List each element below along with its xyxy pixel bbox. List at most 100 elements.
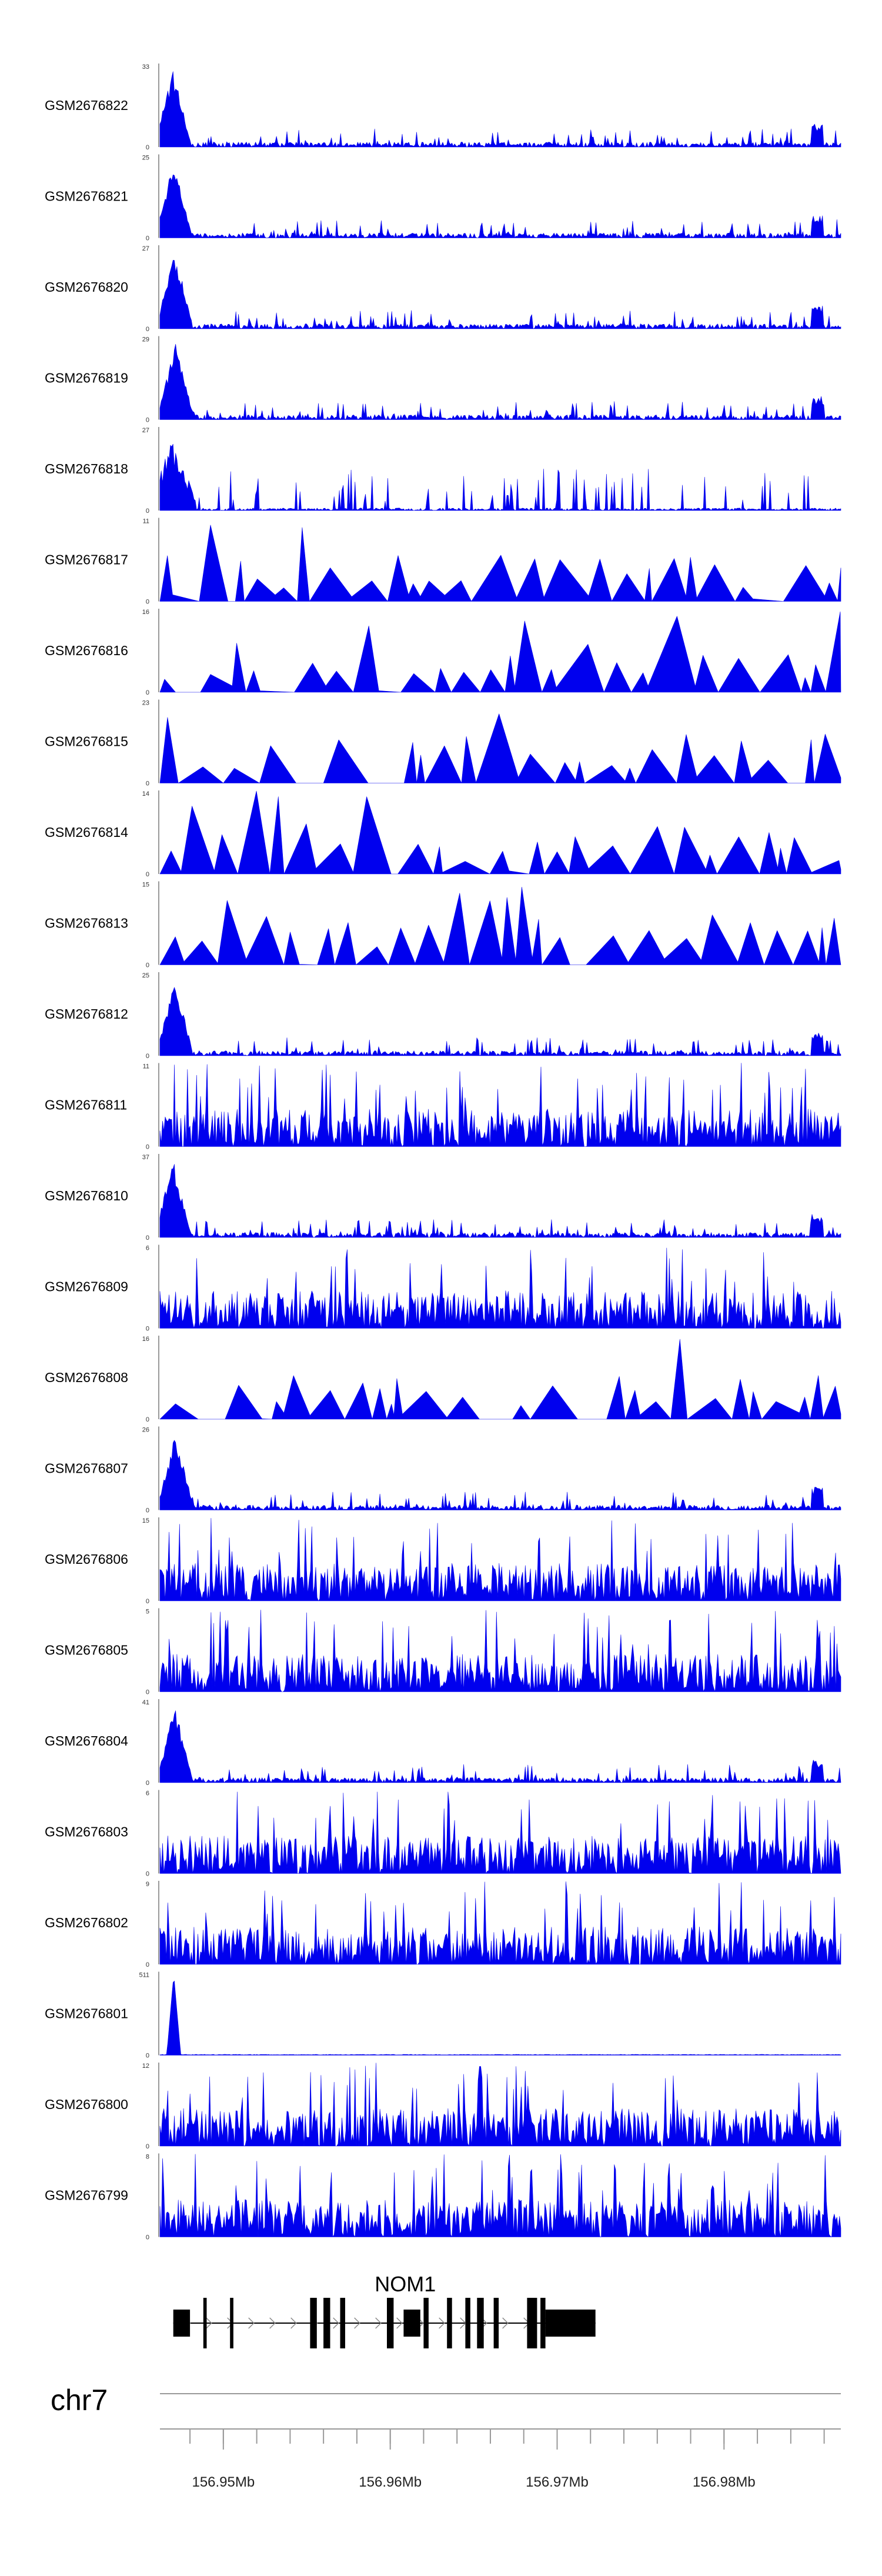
- track-GSM2676808: GSM2676808 16 0: [45, 1336, 841, 1423]
- track-signal-area: [159, 2063, 841, 2147]
- track-ymax-label: 15: [142, 1517, 149, 1524]
- track-ymax-label: 16: [142, 609, 149, 616]
- track-ymin-label: 0: [146, 1144, 149, 1151]
- axis-tick-label: 156.98Mb: [693, 2474, 756, 2490]
- track-label: GSM2676808: [45, 1370, 128, 1385]
- track-GSM2676800: GSM2676800 12 0: [45, 2063, 841, 2150]
- track-label: GSM2676809: [45, 1279, 128, 1294]
- track-signal-area: [159, 260, 841, 329]
- gene-exon: [203, 2298, 207, 2348]
- track-signal-area: [159, 790, 841, 875]
- track-GSM2676805: GSM2676805 5 0: [45, 1608, 841, 1696]
- track-label: GSM2676801: [45, 2006, 128, 2021]
- track-ymin-label: 0: [146, 1053, 149, 1060]
- track-GSM2676803: GSM2676803 6 0: [45, 1790, 841, 1878]
- track-ymin-label: 0: [146, 871, 149, 878]
- strand-chevron: [439, 2317, 445, 2329]
- track-label: GSM2676802: [45, 1915, 128, 1930]
- track-label: GSM2676804: [45, 1733, 128, 1749]
- track-ymax-label: 27: [142, 245, 149, 252]
- axis-tick-label: 156.95Mb: [192, 2474, 255, 2490]
- gene-exon: [423, 2298, 429, 2348]
- track-ymin-label: 0: [146, 962, 149, 969]
- gene-exon: [340, 2298, 345, 2348]
- track-signal-area: [159, 1980, 841, 2056]
- track-ymin-label: 0: [146, 1961, 149, 1968]
- track-ymin-label: 0: [146, 326, 149, 333]
- track-GSM2676815: GSM2676815 23 0: [45, 699, 841, 788]
- gene-strand-arrows: [185, 2317, 572, 2329]
- track-ymin-label: 0: [146, 689, 149, 696]
- track-ymin-label: 0: [146, 1507, 149, 1514]
- track-ymax-label: 9: [146, 1881, 149, 1888]
- track-GSM2676812: GSM2676812 25 0: [45, 972, 841, 1060]
- track-GSM2676817: GSM2676817 11 0: [45, 518, 841, 606]
- track-label: GSM2676810: [45, 1188, 128, 1203]
- gene-exon: [540, 2298, 546, 2348]
- track-ymin-label: 0: [146, 1234, 149, 1242]
- strand-chevron: [206, 2317, 212, 2329]
- track-ymax-label: 14: [142, 790, 149, 798]
- track-ymax-label: 15: [142, 882, 149, 889]
- track-ymin-label: 0: [146, 417, 149, 424]
- track-ymax-label: 6: [146, 1245, 149, 1252]
- track-GSM2676816: GSM2676816 16 0: [45, 609, 841, 696]
- track-signal-area: [159, 443, 841, 511]
- track-ymax-label: 27: [142, 427, 149, 434]
- track-signal-area: [159, 525, 841, 602]
- track-ymax-label: 11: [143, 518, 149, 525]
- strand-chevron: [248, 2317, 255, 2329]
- chromosome-label: chr7: [51, 2384, 108, 2417]
- track-GSM2676802: GSM2676802 9 0: [45, 1881, 841, 1968]
- track-GSM2676820: GSM2676820 27 0: [45, 245, 841, 333]
- track-ymin-label: 0: [146, 1416, 149, 1423]
- track-label: GSM2676815: [45, 734, 128, 749]
- gene-exon: [477, 2298, 484, 2348]
- track-ymax-label: 8: [146, 2154, 149, 2161]
- track-ymin-label: 0: [146, 780, 149, 788]
- track-GSM2676814: GSM2676814 14 0: [45, 790, 841, 878]
- axis-tick-label: 156.96Mb: [359, 2474, 422, 2490]
- gene-exon: [527, 2298, 537, 2348]
- track-ymin-label: 0: [146, 1598, 149, 1605]
- strand-chevron: [396, 2317, 403, 2329]
- strand-chevron: [502, 2317, 509, 2329]
- gene-exon: [387, 2298, 394, 2348]
- track-GSM2676822: GSM2676822 33 0: [45, 64, 841, 151]
- track-GSM2676799: GSM2676799 8 0: [45, 2153, 841, 2241]
- genome-axis: chr7 156.95Mb 156.96Mb 156.97Mb 156.98Mb: [51, 2384, 841, 2490]
- track-ymax-label: 29: [142, 336, 149, 343]
- track-label: GSM2676803: [45, 1824, 128, 1840]
- track-signal-area: [159, 1440, 841, 1510]
- track-label: GSM2676812: [45, 1006, 128, 1022]
- track-GSM2676806: GSM2676806 15 0: [45, 1517, 841, 1605]
- track-label: GSM2676822: [45, 98, 128, 113]
- track-GSM2676821: GSM2676821 25 0: [45, 154, 841, 242]
- track-GSM2676818: GSM2676818 27 0: [45, 427, 841, 515]
- track-label: GSM2676817: [45, 552, 128, 568]
- track-signal-area: [159, 174, 841, 238]
- track-ymin-label: 0: [146, 235, 149, 242]
- track-ymin-label: 0: [146, 508, 149, 515]
- track-ymin-label: 0: [146, 2053, 149, 2060]
- strand-chevron: [333, 2317, 339, 2329]
- gene-model-track: NOM1: [173, 2272, 596, 2348]
- track-signal-area: [159, 1164, 841, 1238]
- axis-ticks: 156.95Mb 156.96Mb 156.97Mb 156.98Mb: [189, 2429, 825, 2490]
- track-GSM2676804: GSM2676804 41 0: [45, 1699, 841, 1787]
- track-label: GSM2676816: [45, 643, 128, 658]
- gene-exon: [465, 2298, 470, 2348]
- track-ymax-label: 37: [142, 1154, 149, 1161]
- track-ymax-label: 11: [143, 1063, 149, 1070]
- gene-exon: [403, 2310, 420, 2337]
- track-label: GSM2676800: [45, 2097, 128, 2112]
- track-label: GSM2676799: [45, 2188, 128, 2203]
- track-label: GSM2676814: [45, 825, 128, 840]
- track-ymin-label: 0: [146, 144, 149, 151]
- track-GSM2676810: GSM2676810 37 0: [45, 1154, 841, 1242]
- track-label: GSM2676813: [45, 916, 128, 931]
- track-ymax-label: 23: [142, 700, 149, 707]
- signal-tracks: GSM2676822330GSM2676821250GSM2676820270G…: [45, 64, 841, 2241]
- gene-exon: [310, 2298, 317, 2348]
